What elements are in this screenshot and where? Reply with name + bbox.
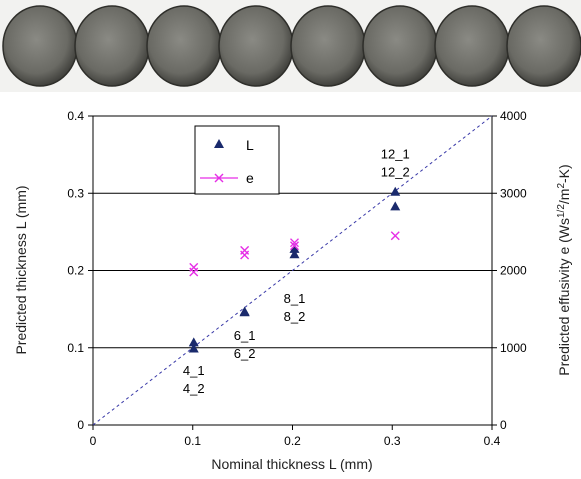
sample-disc xyxy=(362,5,438,87)
x-axis-label: Nominal thickness L (mm) xyxy=(211,456,372,472)
sample-annotation: 4_1 xyxy=(183,363,205,378)
reference-line xyxy=(92,115,493,426)
y-tick-label: 0.4 xyxy=(67,109,84,123)
sample-annotation: 12_1 xyxy=(381,146,410,161)
sample-disc xyxy=(506,5,581,87)
L-point-triangle xyxy=(188,343,199,353)
sample-disc xyxy=(218,5,294,87)
thickness-effusivity-chart: 0 0.1 0.2 0.3 0.4 0 1000 2000 3000 4000 0 0.1 0.2 0.3… xyxy=(13,109,572,472)
sample-annotation: 6_2 xyxy=(234,346,256,361)
legend-box xyxy=(194,125,280,195)
y2-tick-label: 2000 xyxy=(500,264,527,278)
y2-tick-label: 1000 xyxy=(500,341,527,355)
e-point-x xyxy=(290,241,299,251)
L-point-triangle xyxy=(390,201,401,211)
sample-discs-photo xyxy=(0,0,581,92)
y2-tick-label: 3000 xyxy=(500,186,527,200)
legend-x-mark xyxy=(214,173,224,183)
sample-disc xyxy=(74,5,150,87)
data-marks xyxy=(188,186,401,353)
e-point-x xyxy=(290,238,299,248)
sample-disc xyxy=(146,5,222,87)
reference-line-y-equals-x xyxy=(92,115,493,426)
y-tick-label: 0.1 xyxy=(67,341,84,355)
L-point-triangle xyxy=(289,243,300,253)
e-point-x xyxy=(390,231,400,241)
legend: L e xyxy=(194,125,280,195)
L-point-triangle xyxy=(289,249,300,259)
sample-annotation: 12_2 xyxy=(381,164,410,179)
y-axis-label: Predicted thickness L (mm) xyxy=(13,185,29,354)
L-point-triangle xyxy=(188,337,199,347)
sample-disc xyxy=(2,5,78,87)
L-point-triangle xyxy=(239,307,250,317)
annotations: 4_1 4_2 6_1 6_2 8_1 8_2 12_1 12_2 xyxy=(183,146,410,395)
L-point-triangle xyxy=(390,186,401,196)
y2-tick-label: 0 xyxy=(500,418,507,432)
y2-tick-label: 4000 xyxy=(500,109,527,123)
sample-disc xyxy=(434,5,510,87)
legend-x-icon xyxy=(214,173,224,183)
y-tick-label: 0.2 xyxy=(67,264,84,278)
x-tick-label: 0 xyxy=(90,434,97,448)
e-point-x xyxy=(189,267,199,277)
axes: 0 0.1 0.2 0.3 0.4 0 1000 2000 3000 4000 0 0.1 0.2 0.3… xyxy=(67,109,527,448)
sample-annotation: 6_1 xyxy=(234,328,256,343)
sample-annotation: 8_2 xyxy=(284,309,306,324)
x-tick-label: 0.1 xyxy=(184,434,201,448)
sample-disc xyxy=(290,5,366,87)
y-tick-label: 0 xyxy=(77,418,84,432)
y2-axis-label: Predicted effusivity e (Ws1/2/m2-K) xyxy=(556,164,572,375)
legend-triangle-icon xyxy=(214,139,224,148)
x-tick-label: 0.4 xyxy=(484,434,501,448)
legend-label-L: L xyxy=(246,137,254,153)
sample-annotation: 8_1 xyxy=(284,291,306,306)
legend-label-e: e xyxy=(246,170,254,186)
y-tick-label: 0.3 xyxy=(67,186,84,200)
e-point-x xyxy=(240,250,250,260)
sample-annotation: 4_2 xyxy=(183,381,205,396)
x-tick-label: 0.3 xyxy=(384,434,401,448)
x-tick-label: 0.2 xyxy=(284,434,301,448)
